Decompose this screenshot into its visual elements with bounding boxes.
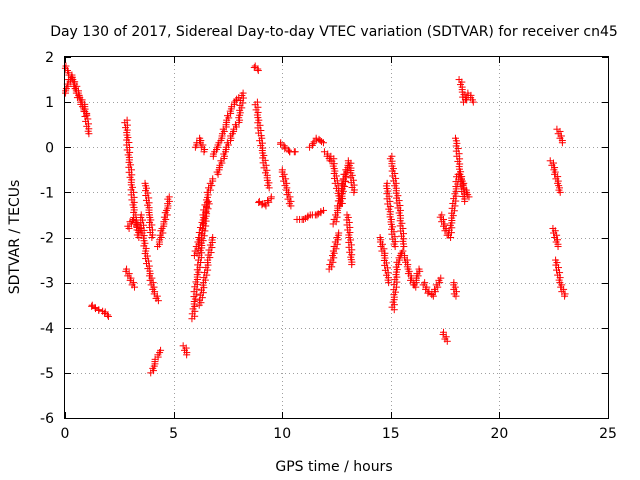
x-tick-label: 25 [599, 426, 617, 442]
data-point-marker [291, 148, 299, 156]
data-point-marker [277, 140, 285, 148]
data-point-marker [165, 193, 173, 201]
data-point-marker [308, 141, 316, 149]
data-point-marker [319, 139, 327, 147]
data-point-marker [200, 148, 208, 156]
x-tick-label: 10 [273, 426, 291, 442]
data-point-marker [209, 175, 217, 183]
y-tick-label: -2 [40, 231, 54, 247]
data-point-marker [148, 234, 156, 241]
x-axis-label: GPS time / hours [275, 459, 392, 475]
data-point-marker [300, 215, 308, 223]
data-point-marker [95, 306, 103, 314]
data-point-marker [239, 89, 247, 97]
data-point-marker [561, 292, 569, 300]
data-point-marker [461, 197, 469, 205]
data-point-marker [437, 274, 445, 282]
x-tick-labels: 0 5 10 15 20 25 [61, 426, 617, 442]
plot-frame [64, 56, 609, 419]
data-point-marker [124, 222, 132, 230]
x-tick-label: 5 [169, 426, 178, 442]
grid-lines [65, 57, 608, 418]
data-point-marker [556, 188, 564, 196]
data-point-marker [309, 140, 317, 148]
data-point-marker [157, 346, 165, 354]
data-point-marker [209, 234, 217, 241]
data-point-marker [262, 202, 270, 210]
y-tick-label: -4 [40, 321, 54, 337]
data-point-marker [280, 142, 288, 150]
y-tick-label: -3 [40, 276, 54, 292]
data-point-marker [261, 200, 269, 208]
data-point-marker [348, 261, 356, 269]
data-point-marker [443, 337, 451, 345]
x-tick-label: 15 [382, 426, 400, 442]
data-point-marker [265, 198, 273, 206]
data-point-marker [313, 211, 321, 219]
data-point-marker [284, 146, 292, 154]
data-point-marker [343, 166, 351, 174]
data-point-marker [183, 351, 191, 359]
data-point-marker [258, 201, 266, 209]
data-point-marker [335, 229, 343, 237]
data-point-marker [287, 202, 295, 210]
data-point-marker [350, 188, 358, 196]
data-point-marker [88, 302, 96, 310]
data-point-marker [132, 222, 140, 230]
data-point-marker [250, 64, 258, 72]
data-point-marker [452, 292, 460, 300]
y-tick-label: -6 [40, 411, 54, 427]
y-axis-label: SDTVAR / TECUs [7, 180, 23, 295]
data-point-marker [264, 196, 272, 204]
data-point-marker [554, 243, 562, 251]
data-point-marker [254, 65, 262, 73]
x-tick-label: 0 [61, 426, 70, 442]
data-point-marker [419, 281, 427, 289]
y-tick-label: -5 [40, 366, 54, 382]
data-point-marker [469, 98, 477, 106]
x-tick-label: 20 [490, 426, 508, 442]
data-point-marker [85, 130, 93, 138]
chart-title: Day 130 of 2017, Sidereal Day-to-day VTE… [50, 24, 618, 40]
data-point-marker [104, 311, 112, 319]
data-point-marker [131, 283, 139, 291]
y-tick-label: 1 [45, 95, 54, 111]
data-point-marker [128, 217, 136, 225]
y-tick-labels: -6 -5 -4 -3 -2 -1 0 1 2 [40, 50, 54, 427]
data-point-marker [391, 243, 399, 251]
data-point-marker [83, 112, 91, 120]
data-point-marker [441, 227, 449, 235]
data-point-marker [231, 121, 239, 129]
data-points [61, 62, 569, 377]
y-tick-label: 0 [45, 140, 54, 156]
data-point-marker [400, 243, 408, 251]
data-point-marker [154, 297, 162, 305]
data-point-marker [104, 312, 112, 320]
data-point-marker [129, 215, 137, 223]
data-point-marker [254, 67, 262, 75]
y-tick-label: 2 [45, 50, 54, 66]
data-point-marker [415, 265, 423, 273]
y-tick-label: -1 [40, 185, 54, 201]
data-point-marker [465, 193, 473, 201]
data-point-marker [265, 184, 273, 192]
data-point-marker [267, 193, 275, 201]
data-point-marker [319, 206, 327, 214]
data-point-marker [385, 279, 393, 287]
data-point-marker [424, 289, 432, 297]
data-point-marker [101, 309, 109, 317]
data-point-marker [312, 134, 320, 142]
data-point-marker [135, 234, 143, 241]
data-point-marker [558, 139, 566, 147]
data-point-marker [281, 145, 289, 153]
